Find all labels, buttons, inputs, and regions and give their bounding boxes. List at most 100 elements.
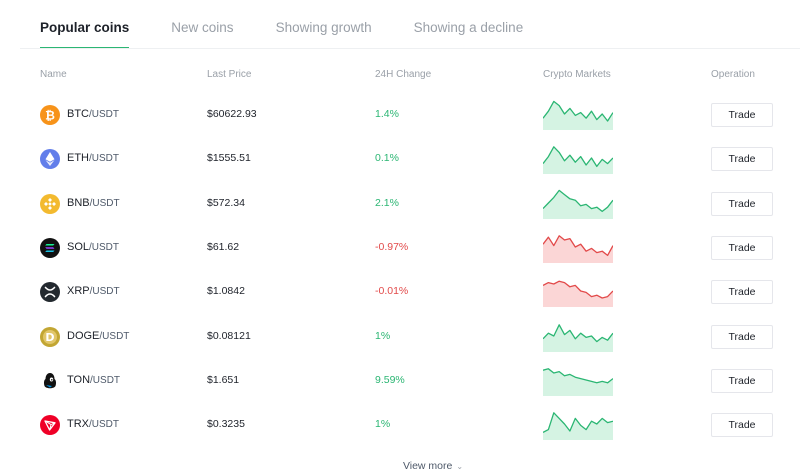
trade-button[interactable]: Trade	[711, 235, 773, 260]
table-row[interactable]: ₿ BTC/USDT $60622.93 1.4% Trade	[0, 93, 800, 137]
sparkline-area	[543, 324, 613, 352]
xrp-icon	[40, 282, 60, 303]
quote-symbol: /USDT	[89, 197, 120, 209]
market-tabs: Popular coins New coins Showing growth S…	[40, 0, 565, 49]
tab-showing-decline[interactable]: Showing a decline	[413, 20, 524, 35]
svg-text:D: D	[45, 331, 54, 344]
quote-symbol: /USDT	[99, 330, 130, 342]
tab-showing-growth[interactable]: Showing growth	[275, 20, 372, 35]
base-symbol: DOGE	[67, 329, 100, 342]
last-price: $1.651	[207, 373, 240, 386]
change-value: -0.01%	[375, 285, 409, 298]
pair-name: BNB/USDT	[67, 197, 120, 209]
quote-symbol: /USDT	[89, 153, 119, 165]
column-header-name: Name	[40, 69, 67, 80]
table-row[interactable]: ETH/USDT $1555.51 0.1% Trade	[0, 137, 800, 181]
change-value: 9.59%	[375, 373, 405, 386]
base-symbol: XRP	[67, 285, 90, 298]
sparkline-chart	[543, 189, 613, 219]
tab-new-coins[interactable]: New coins	[171, 20, 234, 35]
view-more-label: View more	[402, 460, 453, 472]
sparkline-chart	[543, 280, 613, 308]
svg-text:₿: ₿	[45, 109, 55, 123]
sparkline-area	[543, 281, 613, 308]
sparkline-area	[543, 368, 613, 396]
base-symbol: TRX	[67, 418, 89, 431]
last-price: $0.3235	[207, 418, 245, 431]
last-price: $572.34	[207, 196, 245, 209]
trade-button[interactable]: Trade	[711, 103, 773, 127]
tron-icon	[40, 415, 60, 436]
pair-name: TON/USDT	[67, 374, 120, 386]
pair-name: DOGE/USDT	[67, 330, 129, 342]
column-header-last-price: Last Price	[207, 69, 252, 80]
chevron-down-icon: ⌄	[456, 462, 464, 471]
sparkline-line	[543, 235, 613, 256]
sparkline-line	[543, 412, 613, 434]
change-value: 1%	[375, 329, 391, 342]
toncoin-icon	[40, 371, 60, 391]
sparkline-line	[543, 280, 613, 299]
base-symbol: BNB	[67, 196, 90, 209]
trade-button[interactable]: Trade	[711, 191, 773, 216]
sparkline-line	[543, 100, 613, 122]
pair-name: BTC/USDT	[67, 108, 119, 120]
tab-popular-coins[interactable]: Popular coins	[40, 0, 130, 49]
sparkline-line	[543, 367, 613, 384]
last-price: $61.62	[207, 240, 240, 253]
trade-button[interactable]: Trade	[711, 368, 773, 393]
quote-symbol: /USDT	[89, 286, 120, 298]
column-header-operation: Operation	[711, 69, 755, 80]
last-price: $1555.51	[207, 152, 251, 165]
sparkline-line	[543, 323, 613, 342]
solana-icon	[40, 237, 60, 258]
column-header-24h-change: 24H Change	[375, 69, 432, 80]
quote-symbol: /USDT	[90, 374, 121, 386]
quote-symbol: /USDT	[89, 109, 119, 120]
table-row[interactable]: XRP/USDT $1.0842 -0.01% Trade	[0, 270, 800, 314]
sparkline-area	[543, 147, 613, 175]
pair-name: XRP/USDT	[67, 285, 120, 297]
sparkline-chart	[543, 367, 613, 396]
trade-button[interactable]: Trade	[711, 413, 773, 438]
sparkline-chart	[543, 412, 613, 441]
trade-button[interactable]: Trade	[711, 147, 773, 172]
sparkline-chart	[543, 323, 613, 352]
change-value: -0.97%	[375, 240, 409, 253]
trade-button[interactable]: Trade	[711, 324, 773, 349]
view-more-link[interactable]: View more ⌄	[0, 460, 800, 472]
quote-symbol: /USDT	[89, 241, 120, 253]
binance-icon	[40, 193, 60, 214]
sparkline-area	[543, 101, 613, 130]
table-row[interactable]: TRX/USDT $0.3235 1% Trade	[0, 403, 800, 447]
sparkline-chart	[543, 100, 613, 130]
last-price: $60622.93	[207, 108, 257, 120]
base-symbol: BTC	[67, 108, 89, 120]
change-value: 2.1%	[375, 196, 399, 209]
last-price: $1.0842	[207, 285, 245, 298]
change-value: 1.4%	[375, 108, 399, 120]
last-price: $0.08121	[207, 329, 251, 342]
sparkline-area	[543, 189, 613, 219]
table-row[interactable]: BNB/USDT $572.34 2.1% Trade	[0, 182, 800, 226]
base-symbol: SOL	[67, 240, 90, 253]
column-header-crypto-markets: Crypto Markets	[543, 69, 611, 80]
pair-name: TRX/USDT	[67, 418, 119, 430]
table-row[interactable]: TON/USDT $1.651 9.59% Trade	[0, 359, 800, 403]
sparkline-line	[543, 146, 613, 168]
ethereum-icon	[40, 149, 60, 170]
bitcoin-icon: ₿	[40, 105, 60, 125]
change-value: 1%	[375, 418, 391, 431]
table-row[interactable]: D DOGE/USDT $0.08121 1% Trade	[0, 315, 800, 359]
trade-button[interactable]: Trade	[711, 280, 773, 305]
sparkline-area	[543, 235, 613, 263]
sparkline-area	[543, 412, 613, 441]
sparkline-chart	[543, 235, 613, 263]
change-value: 0.1%	[375, 152, 399, 165]
sparkline-chart	[543, 146, 613, 175]
table-row[interactable]: SOL/USDT $61.62 -0.97% Trade	[0, 226, 800, 270]
sparkline-line	[543, 189, 613, 212]
tab-divider	[20, 48, 800, 49]
quote-symbol: /USDT	[89, 419, 119, 431]
dogecoin-icon: D	[40, 326, 60, 347]
